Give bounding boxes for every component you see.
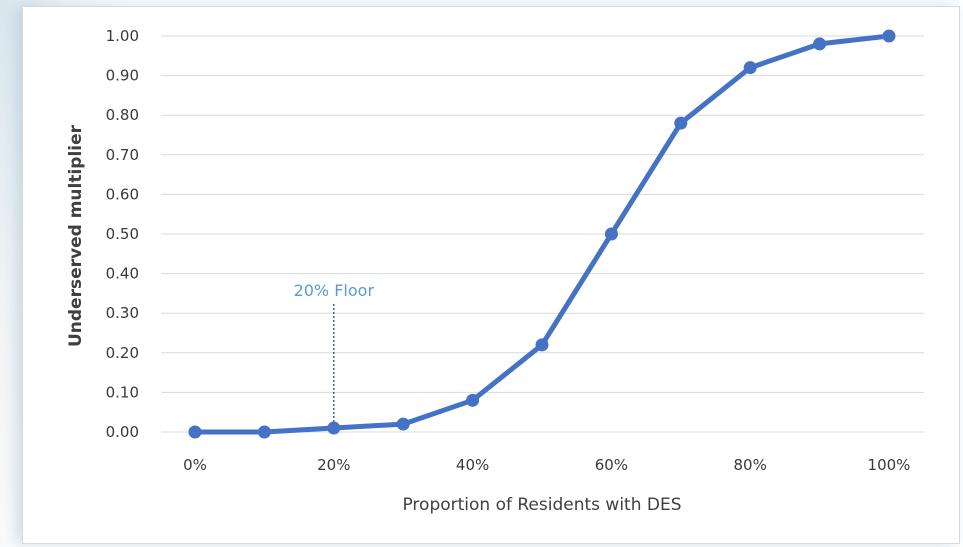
x-axis-title: Proportion of Residents with DES — [402, 495, 681, 515]
y-tick-label: 0.90 — [106, 67, 139, 85]
y-tick-label: 1.00 — [106, 27, 139, 45]
y-tick-label: 0.10 — [106, 383, 139, 401]
data-point — [743, 61, 757, 75]
y-tick-label: 0.50 — [106, 225, 139, 243]
data-point — [535, 338, 549, 352]
x-tick-label: 100% — [868, 456, 911, 474]
y-tick-label: 0.60 — [106, 185, 139, 203]
y-tick-label: 0.80 — [106, 106, 139, 124]
data-point — [674, 116, 688, 130]
annotation-label: 20% Floor — [294, 281, 375, 300]
y-tick-label: 0.70 — [106, 146, 139, 164]
y-tick-labels: 0.00 0.10 0.20 0.30 0.40 0.50 0.60 0.70 0.80 0.90… — [106, 27, 139, 441]
gridlines — [161, 35, 924, 433]
x-tick-labels: 0% 20% 40% 60% 80% 100% — [183, 456, 910, 474]
data-point — [882, 29, 896, 43]
series — [188, 29, 896, 439]
chart-canvas: 0.00 0.10 0.20 0.30 0.40 0.50 0.60 0.70 0.80 0.90… — [66, 27, 924, 515]
x-tick-label: 60% — [595, 456, 628, 474]
data-point — [396, 417, 410, 431]
data-point — [466, 393, 480, 407]
y-axis-title: Underserved multiplier — [66, 124, 86, 347]
data-point — [327, 421, 341, 435]
data-point — [257, 425, 271, 439]
data-point — [813, 37, 827, 51]
data-point — [188, 425, 202, 439]
annotations: 20% Floor — [294, 281, 375, 429]
x-tick-label: 80% — [734, 456, 767, 474]
y-tick-label: 0.20 — [106, 344, 139, 362]
x-tick-label: 20% — [317, 456, 350, 474]
chart-frame: 0.00 0.10 0.20 0.30 0.40 0.50 0.60 0.70 0.80 0.90… — [22, 6, 960, 544]
y-tick-label: 0.30 — [106, 304, 139, 322]
data-point — [604, 227, 618, 241]
y-tick-label: 0.40 — [106, 265, 139, 283]
y-tick-label: 0.00 — [106, 423, 139, 441]
x-tick-label: 40% — [456, 456, 489, 474]
x-tick-label: 0% — [183, 456, 207, 474]
